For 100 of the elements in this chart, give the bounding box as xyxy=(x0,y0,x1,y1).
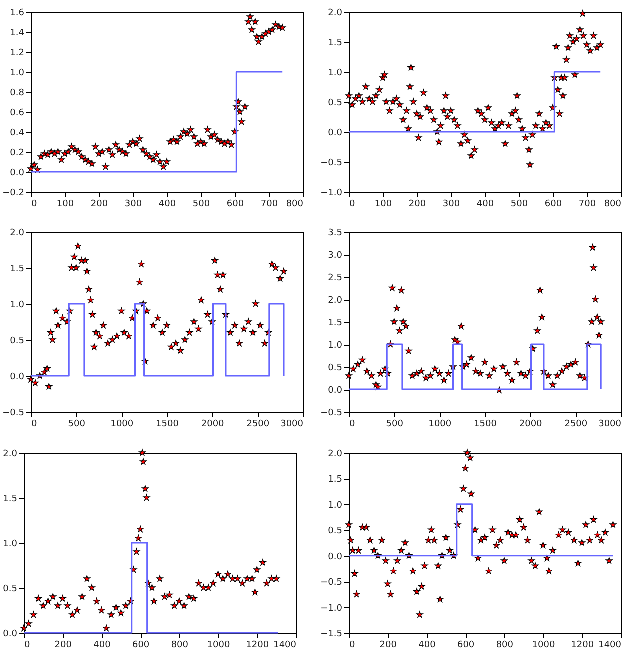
point xyxy=(122,602,130,610)
y-tick-label: −0.5 xyxy=(2,408,24,418)
x-tick-label: 400 xyxy=(418,640,436,650)
x-tick-label: 1500 xyxy=(156,420,180,430)
x-tick-label: 2000 xyxy=(519,420,543,430)
x-tick-label: 500 xyxy=(68,420,86,430)
x-tick-label: 1000 xyxy=(428,420,452,430)
y-tick-label: 0.5 xyxy=(328,98,342,108)
x-tick-label: 600 xyxy=(544,200,562,210)
y-tick-label: 2.0 xyxy=(328,296,343,306)
y-tick-label: 1.6 xyxy=(10,8,25,18)
point xyxy=(25,620,32,628)
y-tick-label: 0.5 xyxy=(10,336,24,346)
point xyxy=(64,602,72,610)
point xyxy=(135,534,142,542)
point xyxy=(268,575,276,582)
y-tick-label: 1.0 xyxy=(10,68,25,78)
point xyxy=(180,602,188,610)
x-tick-label: 0 xyxy=(350,640,356,650)
point xyxy=(252,588,259,596)
point xyxy=(259,559,266,566)
x-tick-label: 300 xyxy=(124,200,142,210)
x-tick-label: 100 xyxy=(56,200,74,210)
x-tick-label: 800 xyxy=(171,640,189,650)
x-tick-label: 700 xyxy=(578,200,596,210)
y-tick-label: 0.2 xyxy=(10,148,24,158)
x-tick-label: 1000 xyxy=(532,640,556,650)
x-tick-label: 400 xyxy=(476,200,494,210)
x-tick-label: 1200 xyxy=(571,640,594,650)
y-tick-label: −0.2 xyxy=(2,188,24,198)
point xyxy=(59,595,66,602)
y-tick-label: 3.0 xyxy=(328,251,343,261)
point xyxy=(93,598,100,605)
x-tick-label: 1500 xyxy=(474,420,498,430)
point xyxy=(244,575,251,582)
point xyxy=(156,575,164,582)
x-tick-label: 700 xyxy=(260,200,278,210)
point xyxy=(161,593,168,600)
y-tick-label: 0.0 xyxy=(328,386,343,396)
x-tick-label: 200 xyxy=(90,200,108,210)
x-tick-label: 600 xyxy=(457,640,475,650)
x-tick-label: 100 xyxy=(374,200,392,210)
point xyxy=(171,602,178,610)
point xyxy=(98,606,106,614)
y-tick-label: −1.5 xyxy=(320,630,342,640)
point xyxy=(137,526,144,533)
y-tick-label: 1.0 xyxy=(10,300,25,310)
x-tick-label: 800 xyxy=(286,200,304,210)
x-tick-label: 1200 xyxy=(246,640,270,650)
y-tick-label: 0.0 xyxy=(10,372,25,382)
y-tick-label: 1.2 xyxy=(10,48,24,58)
point xyxy=(263,580,270,587)
y-tick-label: 2.0 xyxy=(328,450,343,460)
y-tick-label: 2.0 xyxy=(328,8,343,18)
x-tick-label: 3000 xyxy=(598,420,622,430)
point xyxy=(69,611,76,618)
y-tick-label: 1.5 xyxy=(328,38,342,48)
y-tick-label: −1.0 xyxy=(320,188,343,198)
point xyxy=(140,458,147,466)
point xyxy=(139,449,146,456)
point xyxy=(112,604,120,611)
point xyxy=(176,598,183,605)
x-tick-label: 2500 xyxy=(246,420,270,430)
x-tick-label: 1400 xyxy=(598,640,622,650)
y-tick-label: 1.5 xyxy=(3,494,18,504)
x-tick-label: 0 xyxy=(24,640,30,650)
point xyxy=(224,570,232,578)
point xyxy=(229,575,236,582)
point xyxy=(186,593,193,600)
y-tick-label: −0.5 xyxy=(320,158,342,168)
y-tick-label: 0.5 xyxy=(328,526,342,537)
x-tick-label: 2000 xyxy=(201,420,225,430)
y-tick-label: 0.8 xyxy=(10,88,25,98)
y-tick-label: 1.5 xyxy=(328,318,342,328)
x-tick-label: 600 xyxy=(132,640,150,650)
y-tick-label: 1.0 xyxy=(3,540,18,550)
x-tick-label: 200 xyxy=(54,640,72,650)
y-tick-label: 2.5 xyxy=(328,274,342,284)
x-tick-label: 500 xyxy=(510,200,528,210)
point xyxy=(234,575,242,582)
x-tick-label: 0 xyxy=(32,200,38,210)
point xyxy=(44,598,52,605)
y-tick-label: 1.5 xyxy=(328,475,342,486)
point xyxy=(103,624,110,632)
point xyxy=(35,595,42,602)
y-tick-label: 0.5 xyxy=(3,584,18,594)
x-tick-label: 800 xyxy=(496,640,514,650)
x-tick-label: 0 xyxy=(350,200,356,210)
point xyxy=(220,575,227,582)
x-tick-label: 400 xyxy=(158,200,176,210)
point xyxy=(50,593,57,600)
point xyxy=(205,584,212,592)
x-tick-label: 1000 xyxy=(207,640,231,650)
x-tick-label: 300 xyxy=(442,200,460,210)
x-tick-label: 500 xyxy=(386,420,404,430)
point xyxy=(142,485,149,492)
y-tick-label: 0.0 xyxy=(328,128,343,138)
point xyxy=(239,580,246,587)
y-tick-label: −0.5 xyxy=(320,408,342,418)
point xyxy=(143,494,150,502)
